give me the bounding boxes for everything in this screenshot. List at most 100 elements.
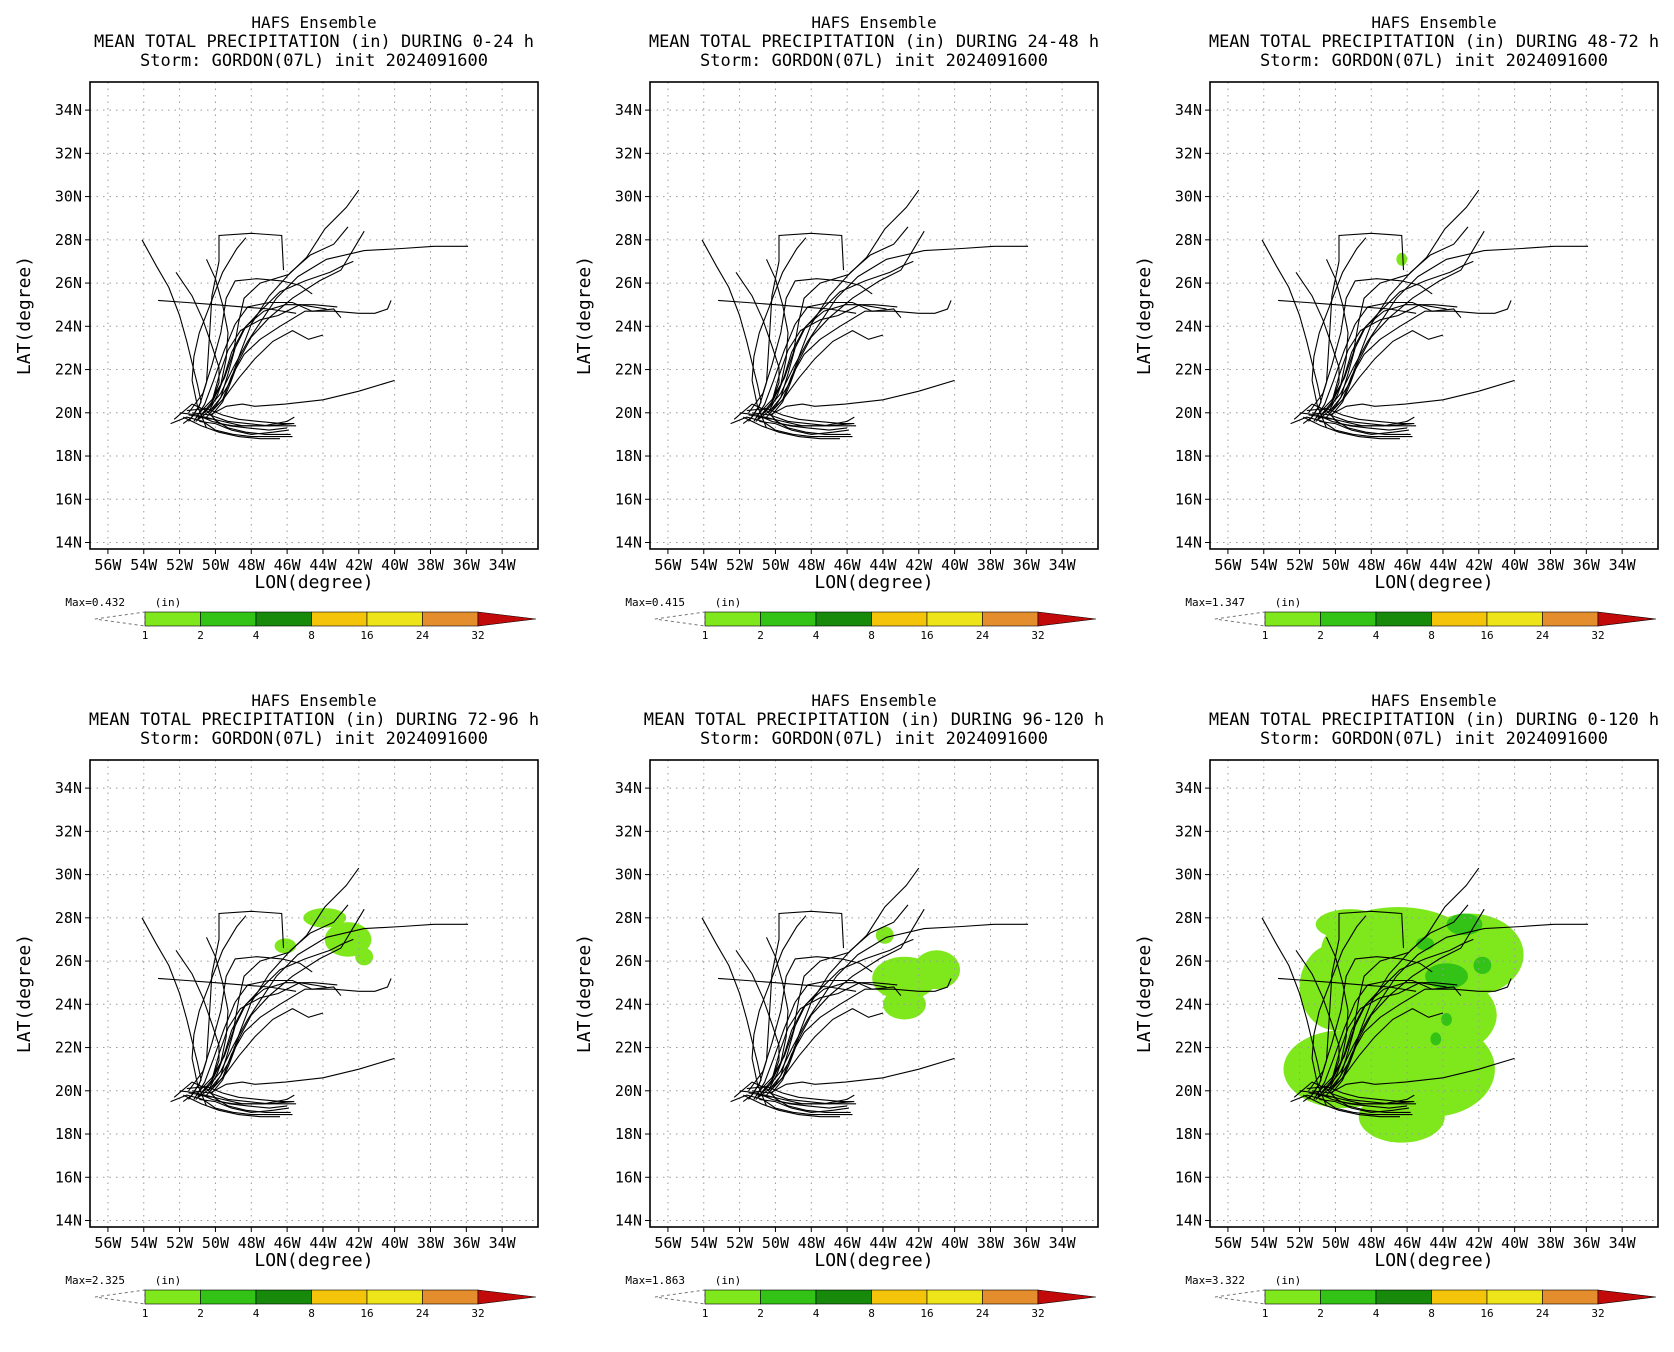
y-axis-label: LAT(degree) — [1134, 934, 1155, 1053]
x-tick-label: 34W — [1049, 1234, 1077, 1252]
storm-track — [767, 304, 898, 414]
colorbar-segment — [366, 1289, 423, 1305]
storm-track — [204, 923, 469, 1092]
storm-track — [752, 1090, 853, 1105]
x-axis-label: LON(degree) — [814, 572, 933, 593]
colorbar-segment — [1320, 1289, 1377, 1305]
colorbar-under-arrow — [654, 611, 706, 627]
colorbar-under-arrow — [1214, 611, 1266, 627]
x-tick-label: 46W — [274, 556, 302, 574]
storm-track — [1320, 304, 1447, 416]
colorbar-tick-label: 8 — [308, 1307, 315, 1320]
colorbar-tick-label: 24 — [1536, 629, 1550, 642]
storm-track — [739, 1090, 848, 1109]
y-tick-label: 30N — [1175, 866, 1202, 884]
x-tick-label: 34W — [1609, 556, 1637, 574]
panel-title-model: HAFS Ensemble — [251, 691, 376, 710]
y-tick-label: 16N — [615, 1168, 642, 1186]
colorbar-segment — [760, 1289, 817, 1305]
storm-track — [188, 1092, 295, 1105]
x-tick-label: 48W — [1358, 1234, 1386, 1252]
x-tick-label: 56W — [654, 556, 682, 574]
colorbar-tick-label: 8 — [308, 629, 315, 642]
x-tick-label: 38W — [977, 556, 1005, 574]
y-tick-label: 20N — [55, 1082, 82, 1100]
storm-track — [764, 245, 1029, 414]
y-tick-label: 24N — [1175, 317, 1202, 335]
colorbar-under-arrow — [1214, 1289, 1266, 1305]
storm-track — [748, 414, 855, 427]
colorbar-tick-label: 2 — [1317, 629, 1324, 642]
storm-track — [742, 416, 840, 440]
colorbar-over-arrow — [1597, 611, 1657, 627]
storm-track — [1327, 304, 1458, 414]
storm-track — [209, 1057, 395, 1094]
precip-area — [913, 950, 961, 990]
storm-track — [766, 978, 952, 1096]
storm-track — [191, 915, 247, 1107]
colorbar-segment — [926, 611, 983, 627]
y-tick-label: 34N — [615, 779, 642, 797]
y-tick-label: 30N — [615, 188, 642, 206]
precip-area — [324, 922, 372, 957]
precip-area — [1299, 943, 1372, 1031]
colorbar-over-arrow — [477, 1289, 537, 1305]
y-tick-label: 16N — [55, 490, 82, 508]
x-tick-label: 34W — [1049, 556, 1077, 574]
plot-frame — [649, 81, 1099, 550]
colorbar-segment — [704, 611, 761, 627]
panel-title-field: MEAN TOTAL PRECIPITATION (in) DURING 0-1… — [1209, 710, 1659, 730]
x-tick-label: 50W — [202, 556, 230, 574]
x-tick-label: 54W — [690, 1234, 718, 1252]
storm-track — [200, 304, 327, 416]
x-tick-label: 44W — [309, 556, 337, 574]
y-tick-label: 30N — [55, 188, 82, 206]
x-axis-label: LON(degree) — [254, 1250, 373, 1271]
precip-area — [875, 926, 894, 944]
y-tick-label: 34N — [1175, 101, 1202, 119]
colorbar-segment — [200, 611, 257, 627]
storm-track — [767, 938, 914, 1092]
x-tick-label: 42W — [905, 556, 933, 574]
y-tick-label: 20N — [615, 1082, 642, 1100]
storm-track — [1302, 1094, 1400, 1118]
colorbar-tick-label: 24 — [976, 629, 990, 642]
storm-track — [170, 1094, 293, 1116]
precip-area — [1473, 956, 1492, 975]
storm-track — [192, 1090, 293, 1105]
x-tick-label: 36W — [1013, 556, 1041, 574]
colorbar-over-arrow — [1037, 1289, 1097, 1305]
y-tick-label: 32N — [55, 822, 82, 840]
colorbar-under-arrow — [94, 611, 146, 627]
precip-area — [1396, 252, 1408, 266]
x-tick-label: 56W — [654, 1234, 682, 1252]
x-axis-label: LON(degree) — [254, 572, 373, 593]
storm-track — [718, 977, 857, 992]
colorbar-tick-label: 4 — [253, 629, 260, 642]
x-tick-label: 50W — [762, 556, 790, 574]
x-tick-label: 56W — [94, 1234, 122, 1252]
storm-track — [1329, 1007, 1444, 1092]
x-tick-label: 52W — [1286, 556, 1314, 574]
storm-track — [158, 977, 297, 992]
x-axis-label: LON(degree) — [1374, 572, 1493, 593]
y-tick-label: 26N — [1175, 952, 1202, 970]
y-tick-label: 16N — [1175, 1168, 1202, 1186]
y-tick-label: 24N — [1175, 995, 1202, 1013]
y-tick-label: 22N — [615, 361, 642, 379]
storm-track — [751, 237, 807, 429]
storm-track — [192, 412, 293, 427]
storm-track — [1308, 1092, 1415, 1105]
colorbar-tick-label: 32 — [1591, 629, 1604, 642]
x-tick-label: 36W — [453, 1234, 481, 1252]
y-axis-label: LAT(degree) — [574, 934, 595, 1053]
colorbar-tick-label: 4 — [1373, 629, 1380, 642]
x-tick-label: 50W — [202, 1234, 230, 1252]
max-value-label: Max=0.432 — [65, 596, 125, 609]
colorbar-segment — [422, 611, 479, 627]
colorbar-tick-label: 4 — [813, 1307, 820, 1320]
